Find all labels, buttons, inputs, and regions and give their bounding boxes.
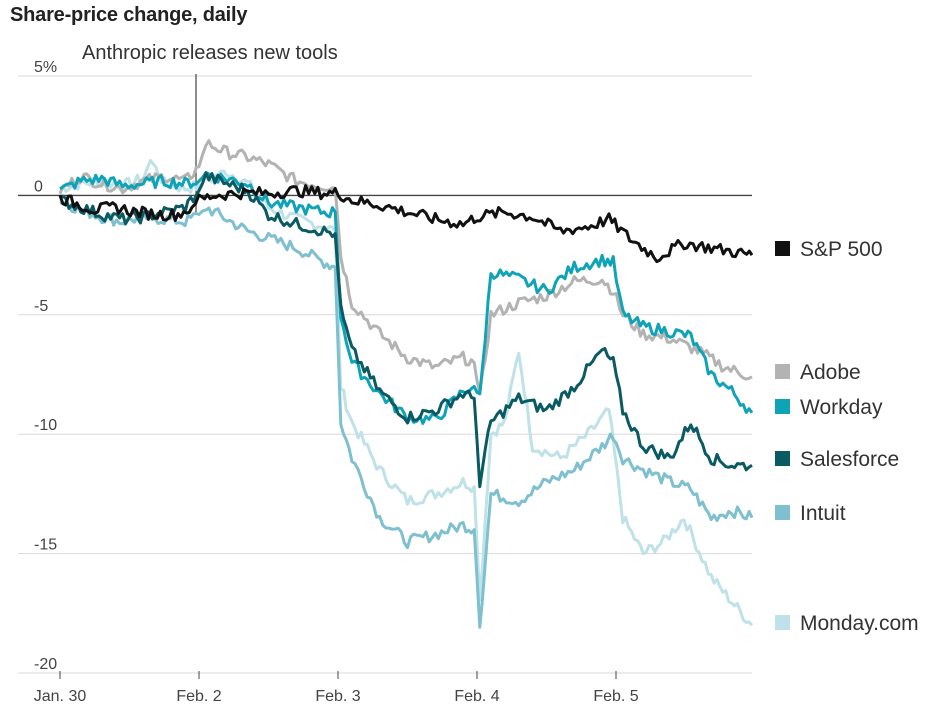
y-tick-label: 5% [34,59,57,76]
y-tick-label: -10 [34,417,57,434]
x-tick-label: Feb. 3 [315,688,360,705]
x-tick-label: Feb. 4 [454,688,499,705]
legend-label: Workday [800,396,883,419]
legend-label: Salesforce [800,448,899,471]
series-line [58,139,753,395]
legend-swatch [775,451,790,466]
y-tick-label: -20 [34,656,57,673]
series-line [59,171,753,489]
gridlines [18,75,752,674]
legend-label: Monday.com [800,612,919,635]
legend-label: S&P 500 [800,238,883,261]
legend-label: Adobe [800,361,861,384]
chart-title: Share-price change, daily [10,4,248,26]
legend-swatch [775,399,790,414]
legend-swatch [775,241,790,256]
series-line [59,159,754,627]
x-axis-ticks: Jan. 30 Feb. 2 Feb. 3 Feb. 4 Feb. 5 [34,671,639,705]
legend-swatch [775,505,790,520]
y-tick-label: -5 [34,298,48,315]
series-lines [58,139,754,629]
legend-swatch [775,615,790,630]
y-axis-ticks: 5% 0 -5 -10 -15 -20 [34,59,57,673]
annotation-label: Anthropic releases new tools [82,42,338,64]
x-tick-label: Feb. 5 [593,688,638,705]
x-tick-label: Feb. 2 [176,688,221,705]
series-line [58,184,754,264]
legend-label: Intuit [800,502,846,525]
legend: S&P 500 Adobe Workday Salesforce Intuit Monda… [775,238,919,635]
x-tick-label: Jan. 30 [34,688,87,705]
y-tick-label: -15 [34,537,57,554]
y-tick-label: 0 [34,178,43,195]
legend-swatch [775,364,790,379]
